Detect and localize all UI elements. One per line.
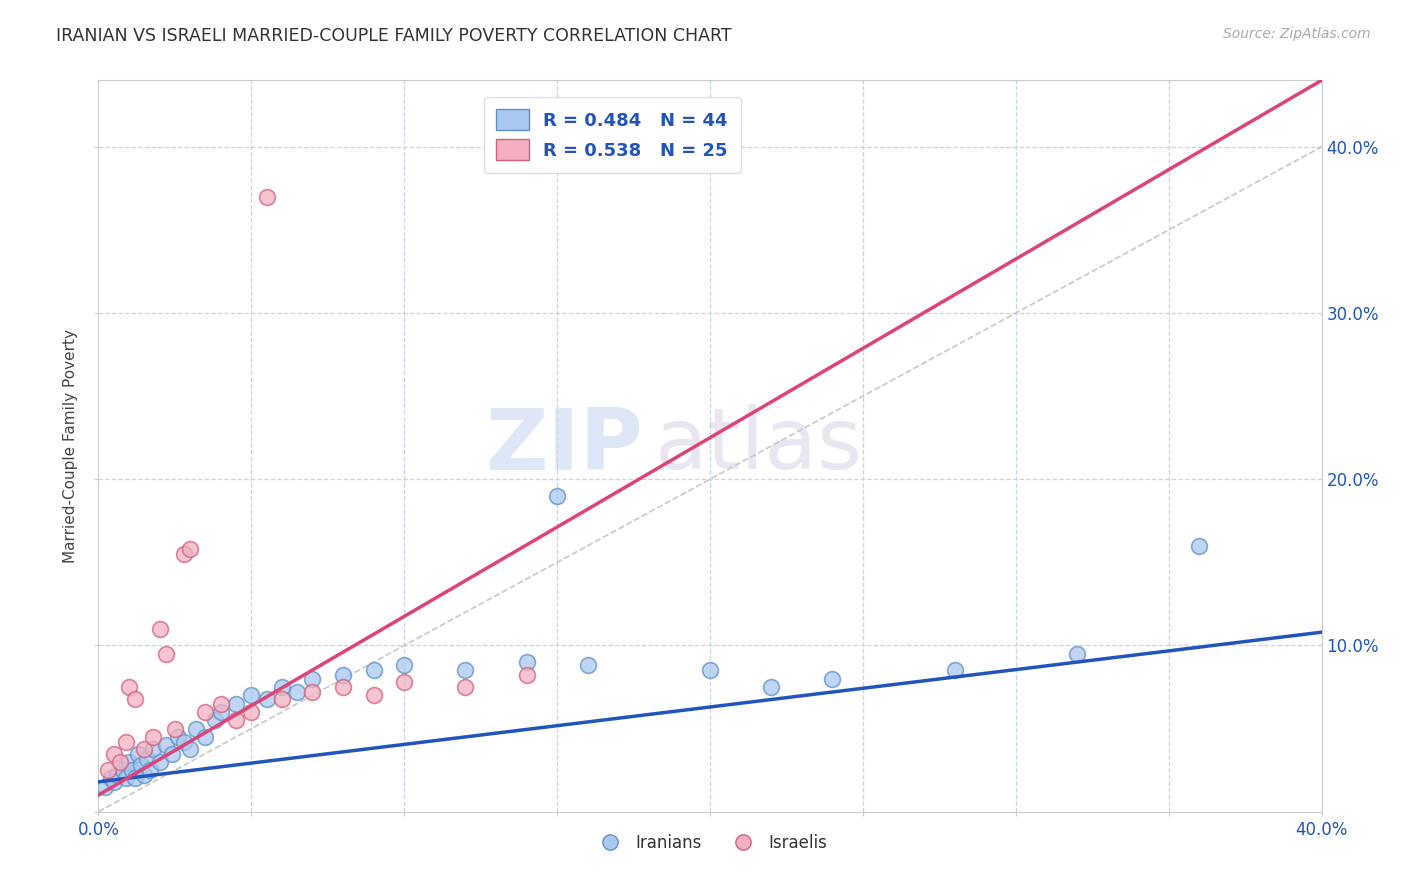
Point bbox=[118, 680, 141, 694]
Point bbox=[127, 747, 149, 761]
Point bbox=[270, 680, 292, 694]
Point bbox=[363, 664, 385, 678]
Point bbox=[118, 755, 141, 769]
Point bbox=[943, 664, 966, 678]
Point bbox=[759, 680, 782, 694]
Point bbox=[155, 738, 177, 752]
Point bbox=[392, 675, 416, 690]
Point bbox=[134, 768, 156, 782]
Point bbox=[160, 747, 183, 761]
Point bbox=[363, 689, 385, 703]
Point bbox=[240, 689, 263, 703]
Point bbox=[301, 685, 323, 699]
Point bbox=[516, 668, 538, 682]
Point bbox=[173, 735, 195, 749]
Point bbox=[209, 697, 232, 711]
Point bbox=[115, 772, 138, 786]
Point bbox=[209, 705, 232, 719]
Point bbox=[225, 697, 247, 711]
Point bbox=[270, 691, 292, 706]
Point bbox=[155, 647, 177, 661]
Point bbox=[167, 730, 190, 744]
Point bbox=[332, 668, 354, 682]
Point bbox=[576, 658, 599, 673]
Text: IRANIAN VS ISRAELI MARRIED-COUPLE FAMILY POVERTY CORRELATION CHART: IRANIAN VS ISRAELI MARRIED-COUPLE FAMILY… bbox=[56, 27, 733, 45]
Point bbox=[1066, 647, 1088, 661]
Point bbox=[332, 680, 354, 694]
Point bbox=[105, 768, 128, 782]
Point bbox=[108, 755, 131, 769]
Text: ZIP: ZIP bbox=[485, 404, 643, 488]
Y-axis label: Married-Couple Family Poverty: Married-Couple Family Poverty bbox=[63, 329, 79, 563]
Point bbox=[256, 189, 278, 203]
Point bbox=[454, 664, 477, 678]
Point bbox=[111, 763, 134, 777]
Point bbox=[100, 772, 122, 786]
Point bbox=[142, 741, 165, 756]
Point bbox=[240, 705, 263, 719]
Point bbox=[699, 664, 721, 678]
Point bbox=[149, 622, 172, 636]
Point bbox=[194, 730, 217, 744]
Point bbox=[454, 680, 477, 694]
Text: atlas: atlas bbox=[655, 404, 863, 488]
Point bbox=[97, 763, 120, 777]
Point bbox=[134, 741, 156, 756]
Point bbox=[179, 741, 201, 756]
Point bbox=[136, 751, 159, 765]
Point bbox=[121, 763, 143, 777]
Point bbox=[179, 542, 201, 557]
Point bbox=[103, 747, 125, 761]
Legend: Iranians, Israelis: Iranians, Israelis bbox=[586, 827, 834, 858]
Point bbox=[194, 705, 217, 719]
Point bbox=[392, 658, 416, 673]
Point bbox=[124, 772, 146, 786]
Point bbox=[225, 714, 247, 728]
Point bbox=[124, 691, 146, 706]
Point bbox=[516, 655, 538, 669]
Point bbox=[115, 735, 138, 749]
Point bbox=[142, 730, 165, 744]
Text: Source: ZipAtlas.com: Source: ZipAtlas.com bbox=[1223, 27, 1371, 41]
Point bbox=[163, 722, 186, 736]
Point bbox=[173, 547, 195, 561]
Point bbox=[1188, 539, 1211, 553]
Point bbox=[139, 763, 162, 777]
Point bbox=[301, 672, 323, 686]
Point bbox=[256, 691, 278, 706]
Point bbox=[103, 774, 125, 789]
Point bbox=[821, 672, 844, 686]
Point bbox=[149, 755, 172, 769]
Point bbox=[285, 685, 308, 699]
Point bbox=[546, 489, 568, 503]
Point bbox=[204, 714, 226, 728]
Point bbox=[129, 758, 152, 772]
Point bbox=[186, 722, 208, 736]
Point bbox=[93, 780, 115, 794]
